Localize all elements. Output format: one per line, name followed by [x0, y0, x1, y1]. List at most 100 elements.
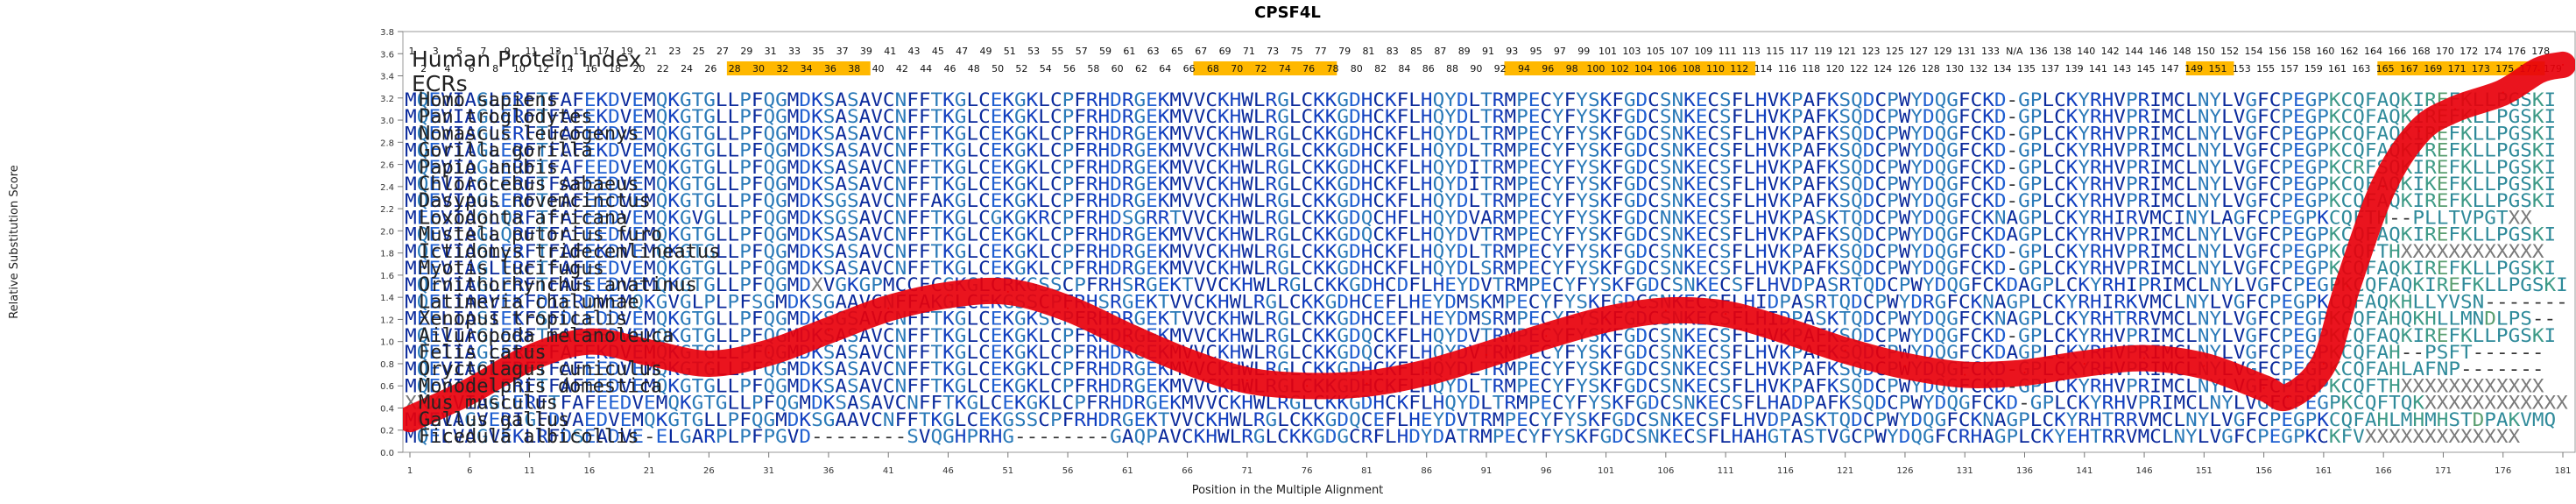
- index-number: 141: [2089, 63, 2107, 75]
- index-number: 6: [469, 63, 475, 75]
- species-label: Ictidomys tridecemlineatus: [419, 241, 720, 263]
- index-number: 82: [1374, 63, 1387, 75]
- index-number: 105: [1647, 46, 1665, 57]
- index-number: 153: [2233, 63, 2251, 75]
- y-tick-label: 2.4: [380, 183, 394, 193]
- index-number: 13: [549, 46, 561, 57]
- species-label: Felis catus: [419, 342, 547, 364]
- species-label: Mustela putorius furo: [419, 224, 662, 246]
- index-number: 81: [1362, 46, 1374, 57]
- score-point: [469, 390, 471, 393]
- ecr-bar: [2185, 61, 2234, 75]
- species-label: Dasypus novemcinctus: [419, 190, 651, 212]
- index-number: 75: [1291, 46, 1303, 57]
- index-number: 151: [2208, 63, 2227, 75]
- y-tick-label: 1.8: [380, 250, 394, 259]
- index-number: 47: [956, 46, 968, 57]
- x-tick-label: 71: [1242, 466, 1253, 476]
- y-axis-label: Relative Substitution Score: [8, 165, 21, 319]
- index-number: 112: [1730, 63, 1748, 75]
- score-point: [1605, 318, 1607, 321]
- index-number: 125: [1886, 46, 1904, 57]
- x-tick-label: 11: [524, 466, 535, 476]
- species-label: Homo sapiens: [419, 89, 558, 111]
- index-number: 173: [2472, 63, 2490, 75]
- x-tick-label: 86: [1421, 466, 1432, 476]
- score-point: [2537, 69, 2540, 72]
- index-number: 134: [1994, 63, 2012, 75]
- x-tick-label: 141: [2076, 466, 2093, 476]
- y-tick-label: 2.0: [380, 227, 394, 237]
- index-number: 113: [1742, 46, 1761, 57]
- index-number: 104: [1634, 63, 1653, 75]
- index-number: 29: [740, 46, 752, 57]
- index-number: 172: [2460, 46, 2478, 57]
- index-number: 116: [1778, 63, 1796, 75]
- ecr-bar: [1193, 61, 1337, 75]
- index-number: 117: [1790, 46, 1809, 57]
- index-number: 46: [944, 63, 956, 75]
- x-tick-label: 51: [1002, 466, 1013, 476]
- index-number: 45: [932, 46, 944, 57]
- index-number: 165: [2376, 63, 2395, 75]
- index-number: 150: [2197, 46, 2215, 57]
- score-point: [708, 362, 710, 365]
- index-number: 33: [788, 46, 801, 57]
- index-number: 8: [492, 63, 498, 75]
- index-number: 144: [2125, 46, 2143, 57]
- index-number: 65: [1171, 46, 1183, 57]
- index-number: 87: [1434, 46, 1446, 57]
- index-number: 67: [1195, 46, 1207, 57]
- score-point: [2382, 185, 2385, 188]
- y-tick-label: 0.8: [380, 360, 394, 370]
- x-tick-label: 46: [942, 466, 954, 476]
- index-number: 160: [2316, 46, 2334, 57]
- x-tick-label: 36: [823, 466, 835, 476]
- index-number: 77: [1315, 46, 1327, 57]
- x-tick-label: 121: [1837, 466, 1853, 476]
- index-number: 4: [444, 63, 450, 75]
- index-number: 115: [1766, 46, 1784, 57]
- score-point: [528, 357, 531, 359]
- index-number: 166: [2388, 46, 2406, 57]
- species-label: Latimeria chalumnae: [419, 291, 639, 313]
- y-tick-label: 1.6: [380, 272, 394, 281]
- index-number: 167: [2400, 63, 2418, 75]
- score-point: [1725, 313, 1727, 316]
- sequence-row: MEEVIAGLQRFTFAFEEDVEMQKGVGLLPFQGMDKSGSAV…: [405, 207, 2532, 228]
- y-tick-label: 0.2: [380, 427, 394, 437]
- sequence-row: XXXXVIAGLERFTFAFEEDVEMQKGTGLLPFQGMDKSASA…: [405, 393, 2568, 414]
- x-tick-label: 6: [467, 466, 472, 476]
- x-tick-label: 81: [1361, 466, 1373, 476]
- index-number: 156: [2269, 46, 2287, 57]
- index-number: 28: [729, 63, 741, 75]
- score-point: [1006, 290, 1009, 293]
- index-number: 161: [2328, 63, 2347, 75]
- index-number: 71: [1243, 46, 1255, 57]
- index-number: 60: [1112, 63, 1124, 75]
- index-number: 54: [1040, 63, 1052, 75]
- index-number: 3: [433, 46, 439, 57]
- species-label: Ornithorhynchus anatinus: [419, 274, 697, 296]
- index-number: 135: [2017, 63, 2036, 75]
- index-number: 38: [848, 63, 860, 75]
- score-point: [1964, 373, 1966, 376]
- index-number: 18: [609, 63, 621, 75]
- index-number: 143: [2113, 63, 2131, 75]
- index-number: 90: [1470, 63, 1482, 75]
- x-tick-label: 91: [1481, 466, 1493, 476]
- index-number: 162: [2340, 46, 2359, 57]
- index-number: 42: [896, 63, 908, 75]
- index-number: 7: [480, 46, 486, 57]
- index-number: 103: [1622, 46, 1641, 57]
- score-point: [2262, 387, 2265, 389]
- index-number: 58: [1087, 63, 1099, 75]
- index-number: 121: [1838, 46, 1856, 57]
- index-number: 171: [2448, 63, 2467, 75]
- x-tick-label: 101: [1598, 466, 1614, 476]
- index-number: 119: [1814, 46, 1832, 57]
- index-number: 72: [1255, 63, 1267, 75]
- index-number: 127: [1909, 46, 1928, 57]
- index-number: 36: [824, 63, 836, 75]
- index-number: 19: [621, 46, 633, 57]
